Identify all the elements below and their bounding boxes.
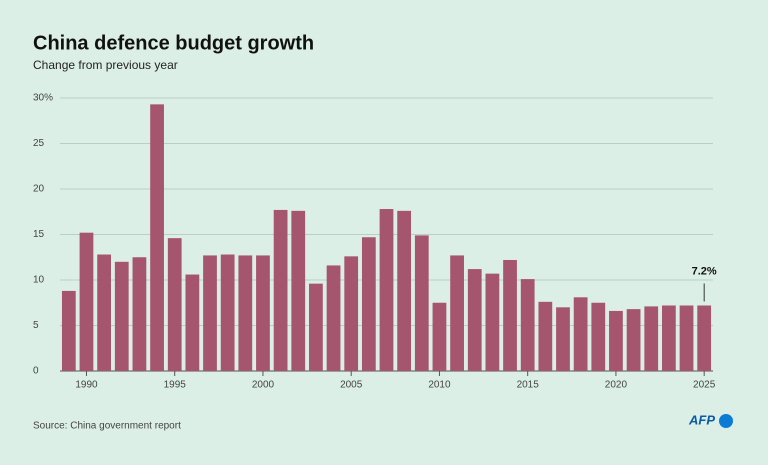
x-tick-label: 2010 xyxy=(428,380,451,391)
bar xyxy=(661,305,676,371)
bar xyxy=(679,305,694,371)
x-tick-label: 1990 xyxy=(75,380,98,391)
bar xyxy=(626,309,641,371)
bar xyxy=(467,269,482,371)
y-tick-label: 0 xyxy=(33,366,39,377)
bar xyxy=(414,235,429,371)
bar xyxy=(503,259,517,371)
bar xyxy=(344,256,359,371)
bar xyxy=(291,210,306,371)
bar xyxy=(97,254,112,371)
y-tick-label: 25 xyxy=(33,138,45,149)
bar xyxy=(150,104,164,372)
chart-subtitle: Change from previous year xyxy=(33,58,178,72)
bar xyxy=(114,261,129,371)
y-tick-label: 10 xyxy=(33,275,45,286)
bar xyxy=(556,307,570,371)
bar xyxy=(485,273,500,371)
bar xyxy=(379,209,394,371)
bar xyxy=(450,255,464,371)
chart-title: China defence budget growth xyxy=(33,32,314,54)
bar xyxy=(520,279,535,371)
bar xyxy=(256,255,270,371)
bar xyxy=(185,274,200,371)
bar xyxy=(167,238,182,371)
source: Source: China government report xyxy=(33,421,181,432)
bar xyxy=(697,305,712,371)
x-tick-label: 1995 xyxy=(164,380,187,391)
bar xyxy=(79,232,94,371)
bar xyxy=(609,310,623,371)
bar xyxy=(397,210,412,371)
bar xyxy=(273,209,288,371)
bar xyxy=(132,257,147,371)
y-tick-label: 15 xyxy=(33,229,45,240)
y-tick-label: 30% xyxy=(33,93,53,104)
x-tick-label: 2025 xyxy=(693,380,716,391)
logo-dot xyxy=(719,414,733,428)
x-tick-label: 2020 xyxy=(605,380,628,391)
bar xyxy=(432,302,447,371)
bar xyxy=(644,306,659,371)
bar xyxy=(591,302,606,371)
y-tick-label: 20 xyxy=(33,184,45,195)
bar xyxy=(61,290,76,371)
bar xyxy=(309,283,323,371)
x-tick-label: 2005 xyxy=(340,380,363,391)
y-tick-label: 5 xyxy=(33,320,39,331)
bar xyxy=(326,265,341,371)
bar xyxy=(361,237,376,371)
bar xyxy=(573,297,588,371)
x-tick-label: 2015 xyxy=(517,380,540,391)
value-label: 7.2% xyxy=(692,265,717,277)
bar xyxy=(220,254,235,371)
bar xyxy=(538,301,553,371)
bar xyxy=(238,255,253,371)
bar xyxy=(203,255,217,371)
logo: AFP xyxy=(688,412,715,427)
x-tick-label: 2000 xyxy=(252,380,275,391)
